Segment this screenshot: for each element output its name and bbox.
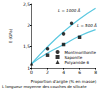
svg-text:1: 1 xyxy=(27,65,31,71)
svg-text:2,5: 2,5 xyxy=(23,2,30,7)
svg-text:L = 1000 Å: L = 1000 Å xyxy=(58,8,81,13)
svg-text:1,5: 1,5 xyxy=(23,44,30,49)
svg-text:L = 500 Å: L = 500 Å xyxy=(77,23,97,28)
svg-text:4: 4 xyxy=(62,70,65,75)
svg-text:L longueur moyenne des couches: L longueur moyenne des couches de silica… xyxy=(2,84,87,89)
svg-text:8: 8 xyxy=(94,70,97,75)
svg-text:Proportion d'argile (% en mass: Proportion d'argile (% en masse) xyxy=(31,79,97,84)
svg-text:Saponite: Saponite xyxy=(64,54,83,60)
svg-text:Polyamide 6: Polyamide 6 xyxy=(65,60,90,65)
svg-text:0: 0 xyxy=(30,70,33,75)
svg-text:2: 2 xyxy=(27,23,30,28)
svg-text:6: 6 xyxy=(78,70,81,75)
svg-text:Montmorillonite: Montmorillonite xyxy=(64,49,96,55)
svg-text:E (GPa): E (GPa) xyxy=(8,28,13,43)
svg-text:2: 2 xyxy=(46,70,49,75)
